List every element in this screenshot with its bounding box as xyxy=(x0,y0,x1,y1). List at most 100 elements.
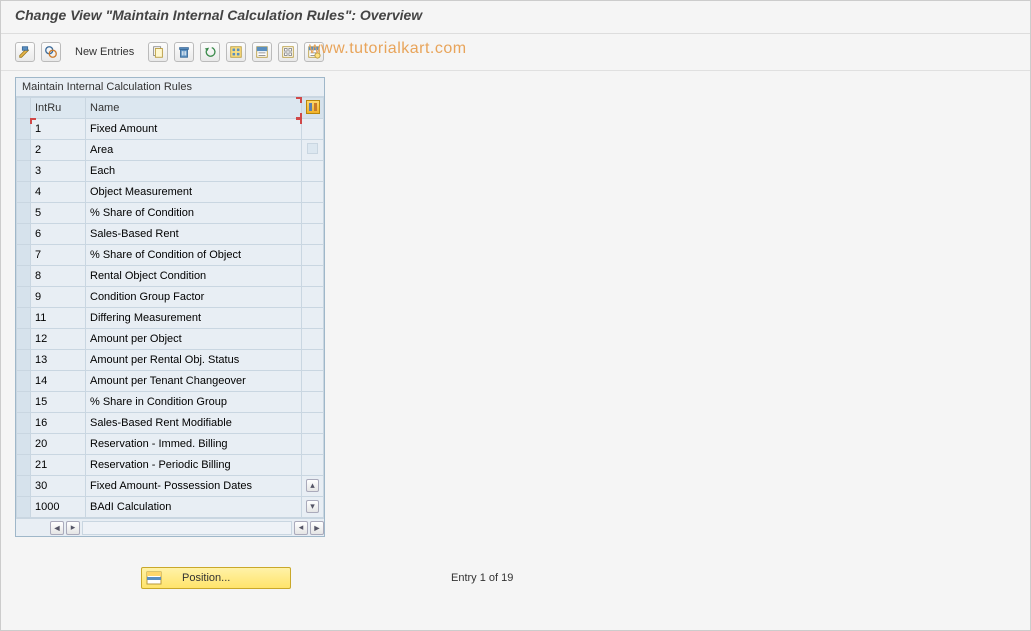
table-row[interactable]: 11Differing Measurement xyxy=(17,308,324,329)
cell-intru[interactable]: 6 xyxy=(31,224,86,245)
cell-intru[interactable]: 13 xyxy=(31,350,86,371)
cell-name[interactable]: Amount per Object xyxy=(86,329,302,350)
selector-header[interactable] xyxy=(17,98,31,119)
row-selector[interactable] xyxy=(17,434,31,455)
row-selector[interactable] xyxy=(17,371,31,392)
configuration-icon[interactable] xyxy=(304,42,324,62)
table-row[interactable]: 30Fixed Amount- Possession Dates ▴ xyxy=(17,476,324,497)
cell-name[interactable]: Reservation - Periodic Billing xyxy=(86,455,302,476)
cell-intru[interactable]: 21 xyxy=(31,455,86,476)
row-selector[interactable] xyxy=(17,413,31,434)
cell-name[interactable]: BAdI Calculation xyxy=(86,497,302,518)
row-selector[interactable] xyxy=(17,287,31,308)
cell-name[interactable]: Differing Measurement xyxy=(86,308,302,329)
copy-icon[interactable] xyxy=(148,42,168,62)
table-row[interactable]: 1Fixed Amount xyxy=(17,119,324,140)
cell-name[interactable]: % Share of Condition of Object xyxy=(86,245,302,266)
cell-intru[interactable]: 16 xyxy=(31,413,86,434)
row-selector[interactable] xyxy=(17,203,31,224)
table-row[interactable]: 21Reservation - Periodic Billing xyxy=(17,455,324,476)
table-row[interactable]: 4Object Measurement xyxy=(17,182,324,203)
cell-intru[interactable]: 14 xyxy=(31,371,86,392)
cell-intru[interactable]: 11 xyxy=(31,308,86,329)
cell-name[interactable]: Each xyxy=(86,161,302,182)
find-icon[interactable] xyxy=(41,42,61,62)
table-row[interactable]: 20Reservation - Immed. Billing xyxy=(17,434,324,455)
row-selector[interactable] xyxy=(17,392,31,413)
row-selector[interactable] xyxy=(17,140,31,161)
deselect-all-icon[interactable] xyxy=(278,42,298,62)
cell-intru[interactable]: 30 xyxy=(31,476,86,497)
delete-icon[interactable] xyxy=(174,42,194,62)
vscroll-up-icon[interactable]: ▴ xyxy=(306,479,319,492)
cell-intru[interactable]: 2 xyxy=(31,140,86,161)
table-row[interactable]: 5% Share of Condition xyxy=(17,203,324,224)
cell-intru[interactable]: 5 xyxy=(31,203,86,224)
row-selector[interactable] xyxy=(17,161,31,182)
cell-name[interactable]: Object Measurement xyxy=(86,182,302,203)
col-header-name[interactable]: Name xyxy=(86,98,302,119)
display-change-toggle-icon[interactable] xyxy=(15,42,35,62)
hscroll-left-icon[interactable]: ◄ xyxy=(50,521,64,535)
new-entries-button[interactable]: New Entries xyxy=(67,42,142,62)
cell-intru[interactable]: 12 xyxy=(31,329,86,350)
hscroll-left2-icon[interactable]: ▸ xyxy=(66,521,80,535)
table-row[interactable]: 6Sales-Based Rent xyxy=(17,224,324,245)
hscroll-right-icon[interactable]: ► xyxy=(310,521,324,535)
table-row[interactable]: 14Amount per Tenant Changeover xyxy=(17,371,324,392)
table-row[interactable]: 12Amount per Object xyxy=(17,329,324,350)
cell-name[interactable]: Amount per Rental Obj. Status xyxy=(86,350,302,371)
table-row[interactable]: 3Each xyxy=(17,161,324,182)
vscroll-down-icon[interactable]: ▾ xyxy=(306,500,319,513)
cell-name[interactable]: Condition Group Factor xyxy=(86,287,302,308)
cell-name[interactable]: Rental Object Condition xyxy=(86,266,302,287)
cell-intru[interactable]: 7 xyxy=(31,245,86,266)
cell-name[interactable]: Reservation - Immed. Billing xyxy=(86,434,302,455)
table-row[interactable]: 13Amount per Rental Obj. Status xyxy=(17,350,324,371)
table-settings-icon[interactable] xyxy=(306,100,320,114)
col-header-intru[interactable]: IntRu xyxy=(31,98,86,119)
row-selector[interactable] xyxy=(17,266,31,287)
position-button[interactable]: Position... xyxy=(141,567,291,589)
row-selector[interactable] xyxy=(17,224,31,245)
cell-intru[interactable]: 1 xyxy=(31,119,86,140)
row-selector[interactable] xyxy=(17,245,31,266)
row-selector[interactable] xyxy=(17,119,31,140)
cell-name[interactable]: % Share in Condition Group xyxy=(86,392,302,413)
cell-name[interactable]: Fixed Amount xyxy=(86,119,302,140)
hscroll-track[interactable] xyxy=(82,521,292,535)
select-all-icon[interactable] xyxy=(226,42,246,62)
table-row[interactable]: 7% Share of Condition of Object xyxy=(17,245,324,266)
row-selector[interactable] xyxy=(17,476,31,497)
cell-name[interactable]: Fixed Amount- Possession Dates xyxy=(86,476,302,497)
table-row[interactable]: 16Sales-Based Rent Modifiable xyxy=(17,413,324,434)
cell-intru[interactable]: 4 xyxy=(31,182,86,203)
undo-icon[interactable] xyxy=(200,42,220,62)
row-selector[interactable] xyxy=(17,455,31,476)
table-row[interactable]: 15% Share in Condition Group xyxy=(17,392,324,413)
cell-name[interactable]: Sales-Based Rent xyxy=(86,224,302,245)
cell-name[interactable]: Area xyxy=(86,140,302,161)
table-row[interactable]: 8Rental Object Condition xyxy=(17,266,324,287)
cell-intru[interactable]: 15 xyxy=(31,392,86,413)
cell-intru[interactable]: 8 xyxy=(31,266,86,287)
row-selector[interactable] xyxy=(17,182,31,203)
table-row[interactable]: 1000BAdI Calculation ▾ xyxy=(17,497,324,518)
row-selector[interactable] xyxy=(17,308,31,329)
cell-name[interactable]: % Share of Condition xyxy=(86,203,302,224)
cell-name[interactable]: Sales-Based Rent Modifiable xyxy=(86,413,302,434)
cell-intru[interactable]: 9 xyxy=(31,287,86,308)
vscroll-thumb[interactable] xyxy=(307,143,318,154)
cell-name[interactable]: Amount per Tenant Changeover xyxy=(86,371,302,392)
cell-intru[interactable]: 3 xyxy=(31,161,86,182)
table-row[interactable]: 9Condition Group Factor xyxy=(17,287,324,308)
select-block-icon[interactable] xyxy=(252,42,272,62)
row-selector[interactable] xyxy=(17,350,31,371)
table-config-header[interactable] xyxy=(302,98,324,119)
cell-intru[interactable]: 1000 xyxy=(31,497,86,518)
row-selector[interactable] xyxy=(17,329,31,350)
row-selector[interactable] xyxy=(17,497,31,518)
cell-intru[interactable]: 20 xyxy=(31,434,86,455)
table-row[interactable]: 2Area xyxy=(17,140,324,161)
hscroll-right2-icon[interactable]: ◂ xyxy=(294,521,308,535)
